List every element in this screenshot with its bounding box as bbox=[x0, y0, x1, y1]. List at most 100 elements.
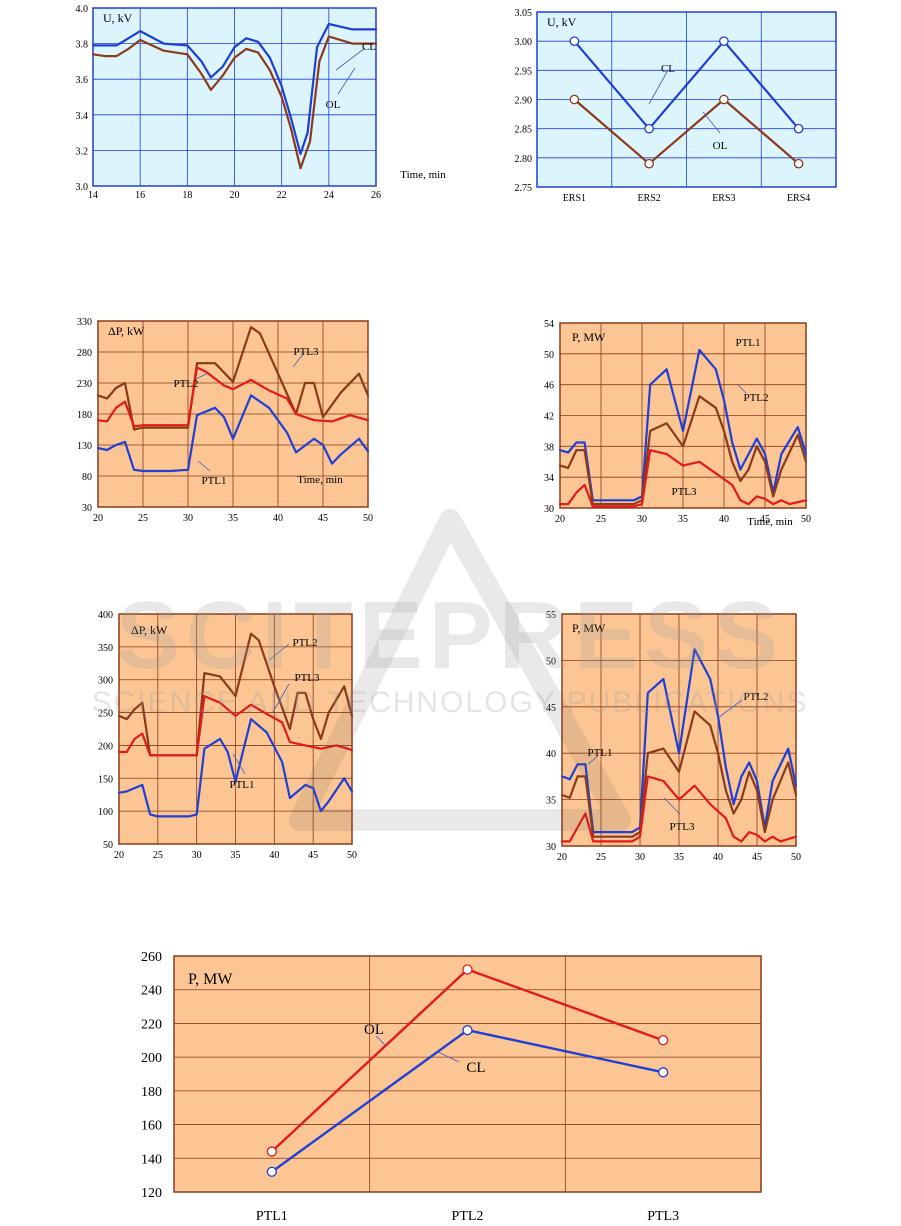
series-line-cl bbox=[573, 40, 800, 130]
annotation-leader bbox=[702, 111, 721, 134]
y-axis-label-box: P, MW bbox=[572, 621, 606, 635]
y-tick-label: 150 bbox=[98, 774, 113, 785]
plot-border bbox=[559, 322, 807, 509]
x-tick-label: 35 bbox=[678, 514, 688, 525]
y-tick-label: 140 bbox=[141, 1152, 162, 1167]
y-tick-label: 330 bbox=[77, 317, 92, 328]
data-point-cl bbox=[793, 123, 804, 134]
chart-c2: 2.75 2.80 2.85 2.90 2.95 3.00 3.05 ERS1 ERS2 ERS3… bbox=[515, 8, 837, 204]
series-line-ptl2 bbox=[117, 632, 354, 757]
y-tick-label: 46 bbox=[544, 381, 554, 392]
x-tick-label: 35 bbox=[674, 852, 684, 863]
x-category-label: PTL1 bbox=[256, 1209, 288, 1224]
y-tick-label: 3.00 bbox=[515, 37, 533, 48]
y-tick-label: 400 bbox=[98, 610, 113, 621]
series-annotation: CL bbox=[362, 41, 376, 53]
x-tick-label: 20 bbox=[230, 190, 240, 201]
series-annotation: PTL1 bbox=[229, 779, 254, 791]
y-tick-label: 42 bbox=[544, 412, 554, 423]
y-tick-label: 300 bbox=[98, 676, 113, 687]
y-tick-label: 38 bbox=[544, 442, 554, 453]
annotation-leader bbox=[195, 372, 209, 380]
series-line-ol bbox=[573, 98, 800, 165]
annotation-leader bbox=[337, 67, 356, 95]
data-point-ol bbox=[719, 94, 729, 105]
y-tick-label: 55 bbox=[546, 610, 556, 621]
data-point-cl bbox=[719, 36, 729, 47]
y-tick-label: 260 bbox=[141, 950, 162, 965]
annotation-leader bbox=[232, 753, 246, 775]
x-tick-label: 50 bbox=[791, 852, 801, 863]
series-line-ptl1 bbox=[96, 394, 370, 473]
x-category-label: PTL2 bbox=[452, 1209, 484, 1224]
chart-c3: 30 80 130 180 230 280 330 20 25 30 35 40 45 50 ΔP, kW T… bbox=[77, 317, 373, 524]
x-axis-label: Time, min bbox=[747, 516, 793, 528]
series-annotation: PTL2 bbox=[743, 691, 768, 703]
series-annotation: PTL1 bbox=[587, 747, 612, 759]
y-tick-label: 54 bbox=[544, 319, 554, 330]
x-tick-label: 40 bbox=[273, 513, 283, 524]
y-axis-label: P, MW bbox=[188, 971, 233, 988]
x-tick-label: 35 bbox=[231, 850, 241, 861]
y-tick-label: 200 bbox=[98, 741, 113, 752]
plot-border bbox=[92, 7, 377, 187]
y-tick-label: 240 bbox=[141, 984, 162, 999]
plot-border bbox=[561, 613, 797, 847]
y-tick-label: 3.6 bbox=[76, 75, 89, 86]
x-axis-label: Time, min bbox=[297, 474, 343, 486]
x-category-label: ERS3 bbox=[712, 193, 735, 204]
y-tick-label: 120 bbox=[141, 1186, 162, 1201]
x-tick-label: 30 bbox=[637, 514, 647, 525]
series-line-ol bbox=[91, 35, 378, 170]
series-line-ptl2 bbox=[560, 710, 798, 838]
x-tick-label: 20 bbox=[557, 852, 567, 863]
data-point-ol bbox=[658, 1035, 669, 1046]
data-point-cl bbox=[462, 1025, 473, 1036]
y-tick-label: 50 bbox=[546, 656, 556, 667]
series-line-ptl3 bbox=[560, 775, 798, 843]
y-tick-label: 100 bbox=[98, 807, 113, 818]
series-annotation: PTL1 bbox=[201, 475, 226, 487]
x-tick-label: 20 bbox=[93, 513, 103, 524]
x-tick-label: 14 bbox=[88, 190, 98, 201]
annotation-leader bbox=[437, 1051, 460, 1063]
y-tick-label: 30 bbox=[546, 842, 556, 853]
y-axis-label: U, kV bbox=[547, 15, 577, 29]
y-tick-label: 30 bbox=[82, 503, 92, 514]
data-point-cl bbox=[658, 1067, 669, 1078]
x-category-label: PTL3 bbox=[647, 1209, 679, 1224]
series-annotation: PTL3 bbox=[671, 486, 697, 498]
x-tick-label: 25 bbox=[596, 852, 606, 863]
x-tick-label: 18 bbox=[182, 190, 192, 201]
series-line-ptl3 bbox=[96, 326, 370, 431]
y-tick-label: 2.90 bbox=[515, 96, 533, 107]
annotation-leader bbox=[587, 755, 599, 765]
x-axis-label: Time, min bbox=[400, 169, 446, 181]
y-tick-label: 280 bbox=[77, 348, 92, 359]
x-tick-label: 25 bbox=[596, 514, 606, 525]
y-tick-label: 3.05 bbox=[515, 8, 533, 19]
y-tick-label: 2.85 bbox=[515, 125, 533, 136]
series-annotation: OL bbox=[713, 140, 728, 152]
series-annotation: PTL2 bbox=[173, 378, 198, 390]
series-line-ptl3 bbox=[558, 449, 808, 508]
series-annotation: PTL3 bbox=[293, 346, 319, 358]
data-point-cl bbox=[266, 1166, 277, 1177]
x-tick-label: 45 bbox=[760, 514, 770, 525]
y-tick-label: 50 bbox=[103, 840, 113, 851]
series-annotation: PTL2 bbox=[743, 392, 768, 404]
series-annotation: PTL1 bbox=[735, 337, 760, 349]
series-line-ptl3 bbox=[117, 695, 354, 757]
plot-border bbox=[173, 955, 762, 1193]
series-line-ptl2 bbox=[96, 366, 370, 428]
y-axis-label-box: ΔP, kW bbox=[131, 623, 168, 637]
series-annotation: OL bbox=[364, 1022, 384, 1038]
chart-c5: 50 100 150 200 250 300 350 400 20 25 30 35 40 45 50 ΔP,… bbox=[98, 610, 357, 861]
y-tick-label: 50 bbox=[544, 350, 554, 361]
y-axis-label-box: ΔP, kW bbox=[108, 324, 145, 338]
x-tick-label: 40 bbox=[713, 852, 723, 863]
x-tick-label: 30 bbox=[635, 852, 645, 863]
y-tick-label: 40 bbox=[546, 749, 556, 760]
y-tick-label: 4.0 bbox=[76, 4, 89, 15]
annotation-leader bbox=[663, 797, 681, 815]
